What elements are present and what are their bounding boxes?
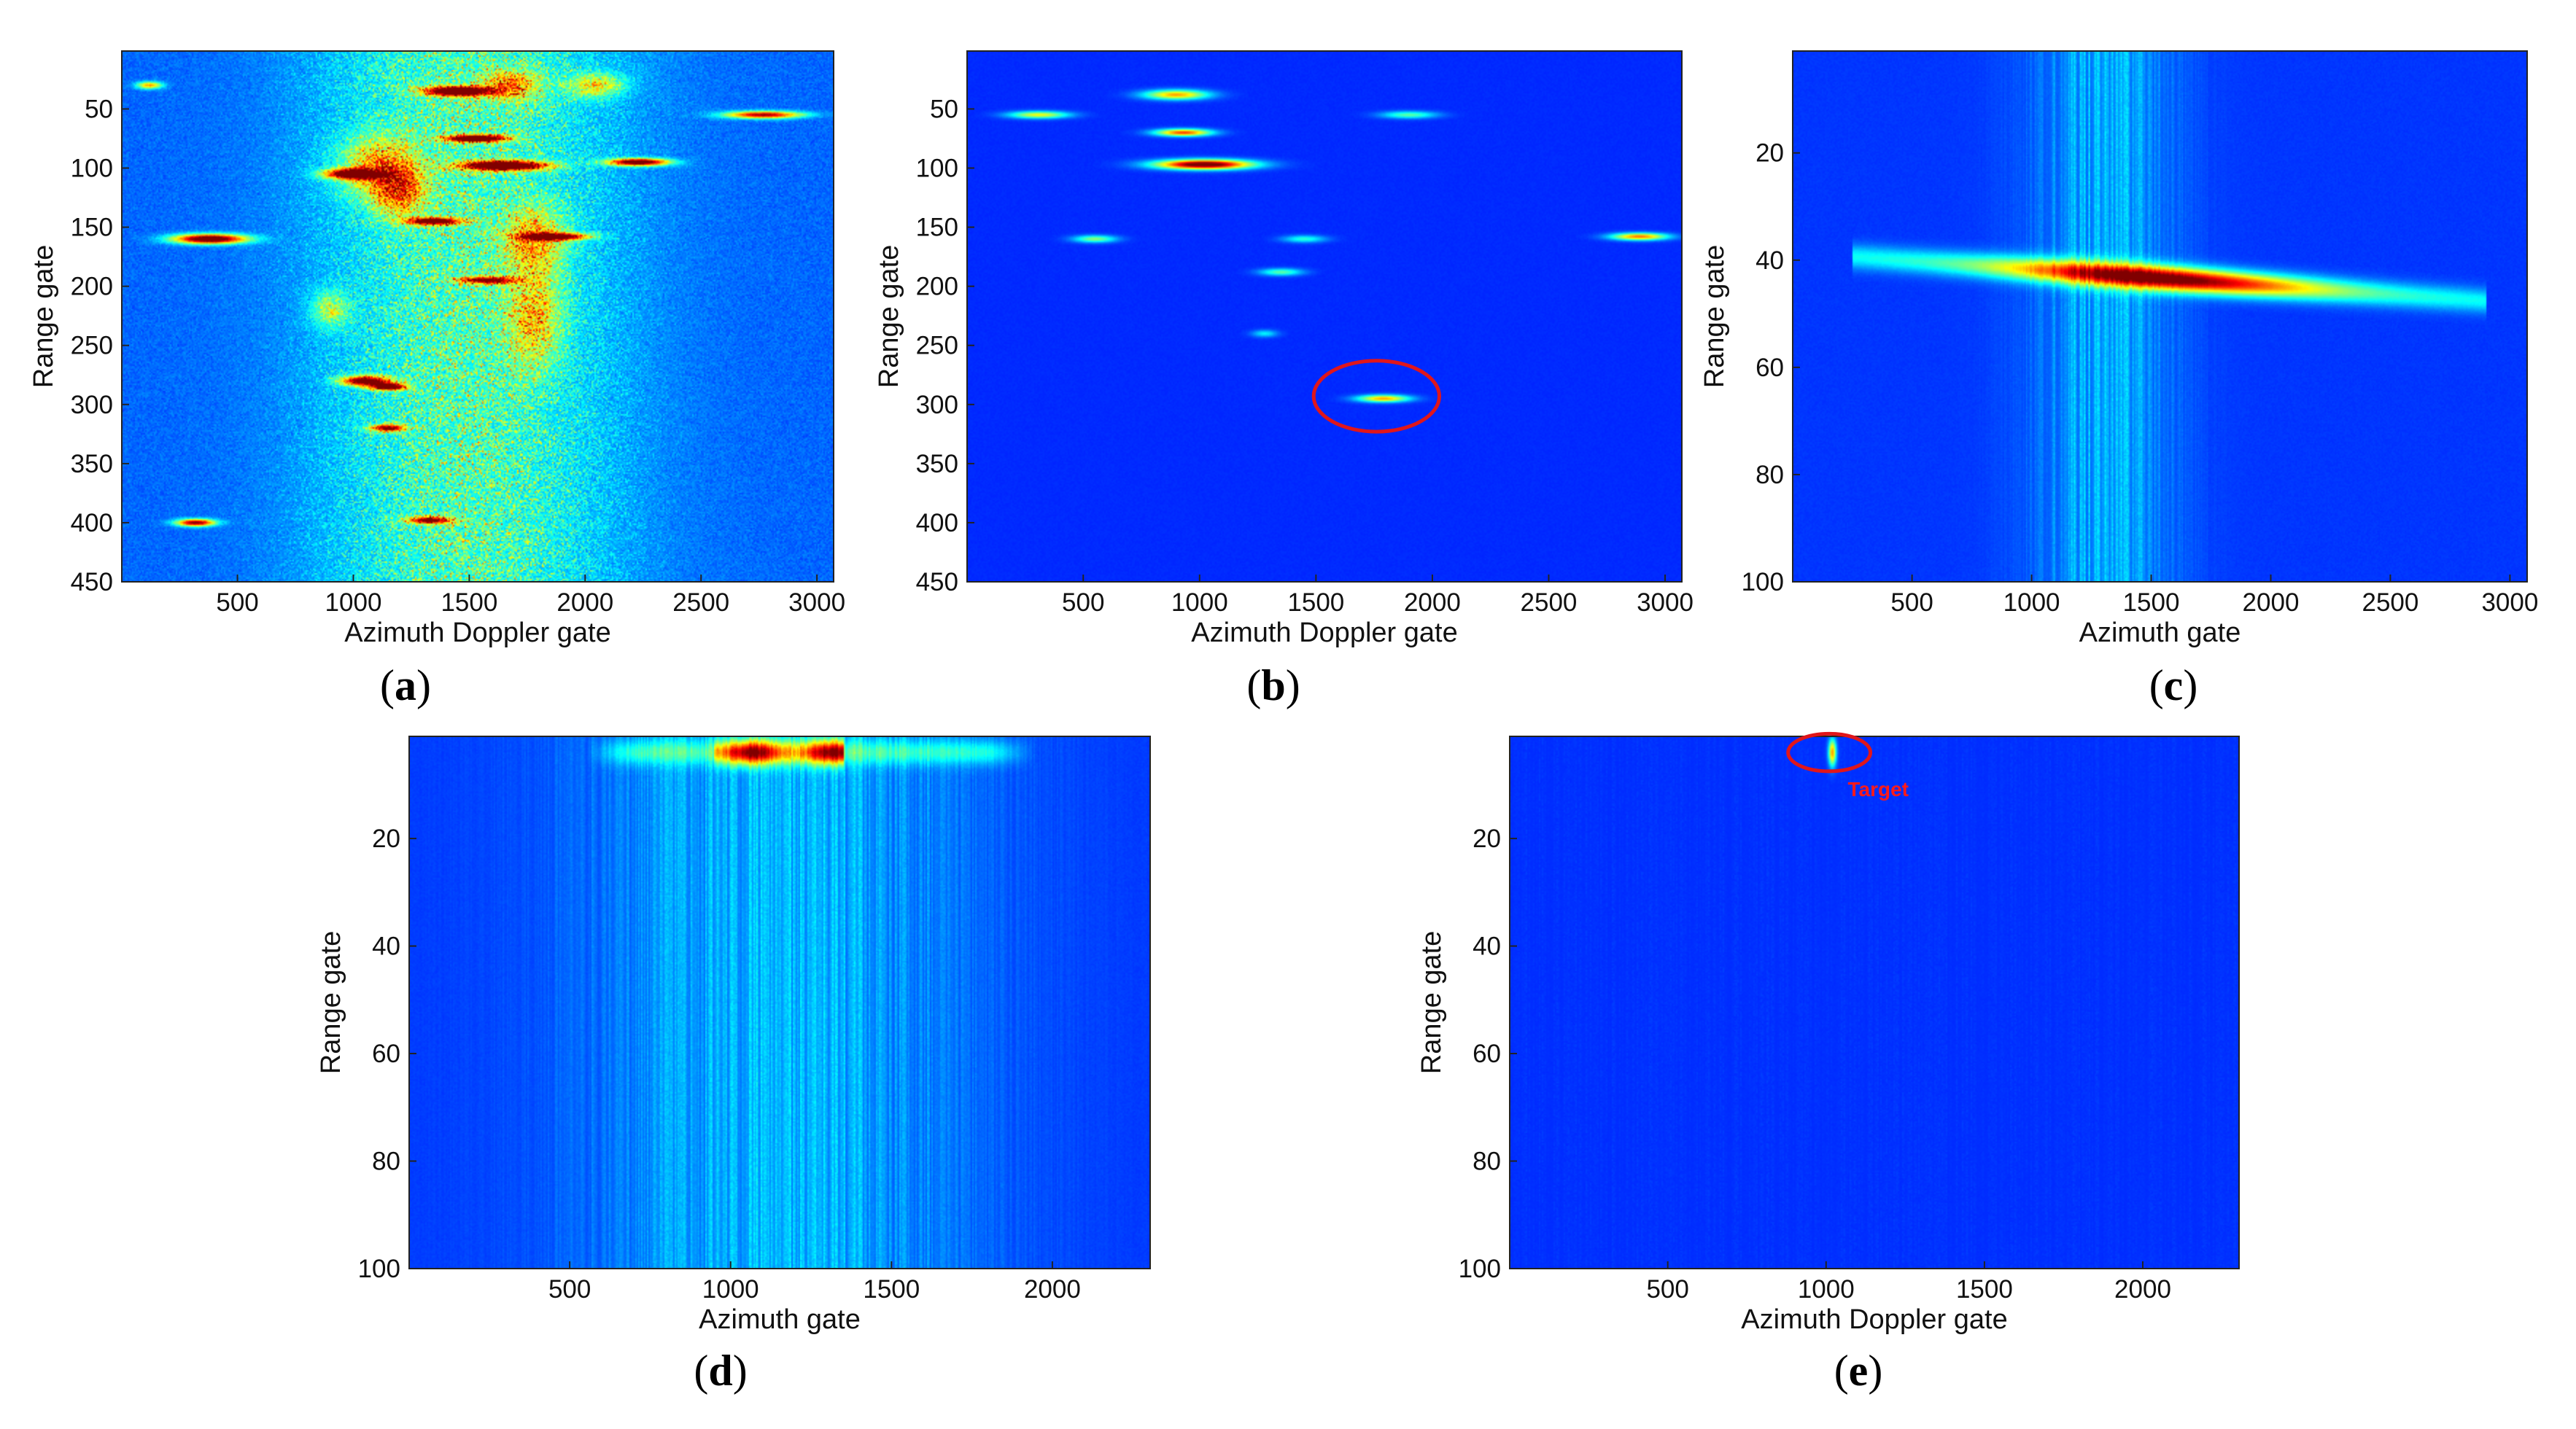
x-axis-label: Azimuth Doppler gate <box>1741 1304 2007 1335</box>
y-tick-label: 200 <box>71 273 113 301</box>
heatmap-image <box>409 736 1150 1269</box>
y-tick-label: 250 <box>71 332 113 360</box>
heatmap-image <box>1510 736 2239 1269</box>
x-tick-label: 1500 <box>1956 1275 2013 1304</box>
panel-d: 500 1000 1500 2000 20 40 60 80 100 Azimuth gate Ra… <box>316 736 1151 1395</box>
x-tick-label: 1000 <box>325 588 382 617</box>
x-tick-label: 2000 <box>2114 1275 2171 1304</box>
x-tick-label: 2000 <box>1404 588 1461 617</box>
axes-frame <box>966 50 1683 583</box>
y-tick-label: 350 <box>71 450 113 478</box>
target-ellipse <box>1786 731 1873 774</box>
x-tick-label: 1500 <box>863 1275 920 1304</box>
y-tick-label: 200 <box>916 273 958 301</box>
x-tick-label: 500 <box>216 588 258 617</box>
y-tick-label: 250 <box>916 332 958 360</box>
panel-c: 500 1000 1500 2000 2500 3000 20 40 60 80 100 Azimut… <box>1699 50 2538 709</box>
y-tick-label: 20 <box>1756 139 1784 168</box>
x-tick-label: 1500 <box>441 588 497 617</box>
y-tick-label: 100 <box>1742 568 1784 596</box>
y-axis-label: Range gate <box>874 245 904 389</box>
target-annotation: Target <box>1848 778 1909 801</box>
x-tick-label: 2500 <box>672 588 729 617</box>
x-tick-label: 2500 <box>2362 588 2419 617</box>
y-tick-label: 300 <box>71 391 113 419</box>
y-tick-label: 300 <box>916 391 958 419</box>
heatmap-image <box>122 51 834 582</box>
x-tick-label: 1000 <box>702 1275 759 1304</box>
y-tick-label: 400 <box>71 509 113 537</box>
y-axis-label: Range gate <box>28 245 59 389</box>
x-tick-label: 500 <box>1890 588 1933 617</box>
panel-b: 500 1000 1500 2000 2500 3000 50 100 150 200 250 300… <box>874 50 1694 709</box>
x-tick-label: 2000 <box>1024 1275 1081 1304</box>
panel-caption: (d) <box>694 1347 747 1395</box>
y-tick-label: 100 <box>71 155 113 183</box>
y-tick-label: 20 <box>372 825 400 853</box>
panel-caption: (a) <box>380 661 431 709</box>
y-tick-label: 400 <box>916 509 958 537</box>
axes-frame <box>1509 736 2240 1269</box>
y-tick-label: 80 <box>1473 1148 1501 1176</box>
y-tick-label: 50 <box>930 95 958 123</box>
y-tick-label: 50 <box>85 95 113 123</box>
y-tick-label: 450 <box>71 568 113 596</box>
y-tick-label: 60 <box>372 1040 400 1068</box>
axes-frame <box>408 736 1151 1269</box>
x-tick-label: 1000 <box>1798 1275 1855 1304</box>
x-tick-label: 3000 <box>788 588 845 617</box>
x-tick-label: 3000 <box>2481 588 2538 617</box>
y-tick-label: 450 <box>916 568 958 596</box>
y-tick-label: 350 <box>916 450 958 478</box>
heatmap-image <box>967 51 1682 582</box>
heatmap-image <box>1793 51 2527 582</box>
x-tick-label: 2500 <box>1521 588 1578 617</box>
y-axis-label: Range gate <box>316 931 346 1075</box>
panel-caption: (c) <box>2149 661 2198 709</box>
y-tick-label: 80 <box>1756 461 1784 489</box>
x-tick-label: 3000 <box>1637 588 1694 617</box>
y-tick-label: 60 <box>1756 354 1784 382</box>
y-tick-label: 20 <box>1473 825 1501 853</box>
x-axis-label: Azimuth Doppler gate <box>1191 618 1457 648</box>
y-tick-label: 100 <box>358 1255 400 1283</box>
x-tick-label: 2000 <box>556 588 613 617</box>
y-tick-label: 80 <box>372 1148 400 1176</box>
x-tick-label: 1500 <box>1287 588 1344 617</box>
y-tick-label: 40 <box>372 932 400 961</box>
panel-caption: (e) <box>1834 1347 1883 1395</box>
y-tick-label: 40 <box>1756 246 1784 275</box>
y-tick-label: 60 <box>1473 1040 1501 1068</box>
x-axis-label: Azimuth Doppler gate <box>344 618 610 648</box>
target-ellipse <box>1311 359 1441 434</box>
x-tick-label: 1000 <box>1171 588 1228 617</box>
x-tick-label: 500 <box>1646 1275 1688 1304</box>
panel-caption: (b) <box>1246 661 1300 709</box>
axes-frame <box>1792 50 2528 583</box>
x-tick-label: 1000 <box>2003 588 2060 617</box>
x-axis-label: Azimuth gate <box>699 1304 861 1335</box>
y-tick-label: 150 <box>71 214 113 242</box>
y-axis-label: Range gate <box>1699 245 1730 389</box>
y-tick-label: 150 <box>916 214 958 242</box>
x-tick-label: 1500 <box>2123 588 2180 617</box>
x-tick-label: 500 <box>1062 588 1104 617</box>
x-tick-label: 500 <box>548 1275 591 1304</box>
panel-e: 500 1000 1500 2000 20 40 60 80 100 Azimuth Dopple… <box>1416 731 2240 1395</box>
y-tick-label: 40 <box>1473 932 1501 961</box>
axes-frame <box>121 50 834 583</box>
x-axis-label: Azimuth gate <box>2079 618 2241 648</box>
y-axis-label: Range gate <box>1416 931 1447 1075</box>
y-tick-label: 100 <box>916 155 958 183</box>
x-tick-label: 2000 <box>2243 588 2300 617</box>
panel-a: 500 1000 1500 2000 2500 3000 50 100 150 200 250 300… <box>28 50 845 709</box>
y-tick-label: 100 <box>1459 1255 1501 1283</box>
